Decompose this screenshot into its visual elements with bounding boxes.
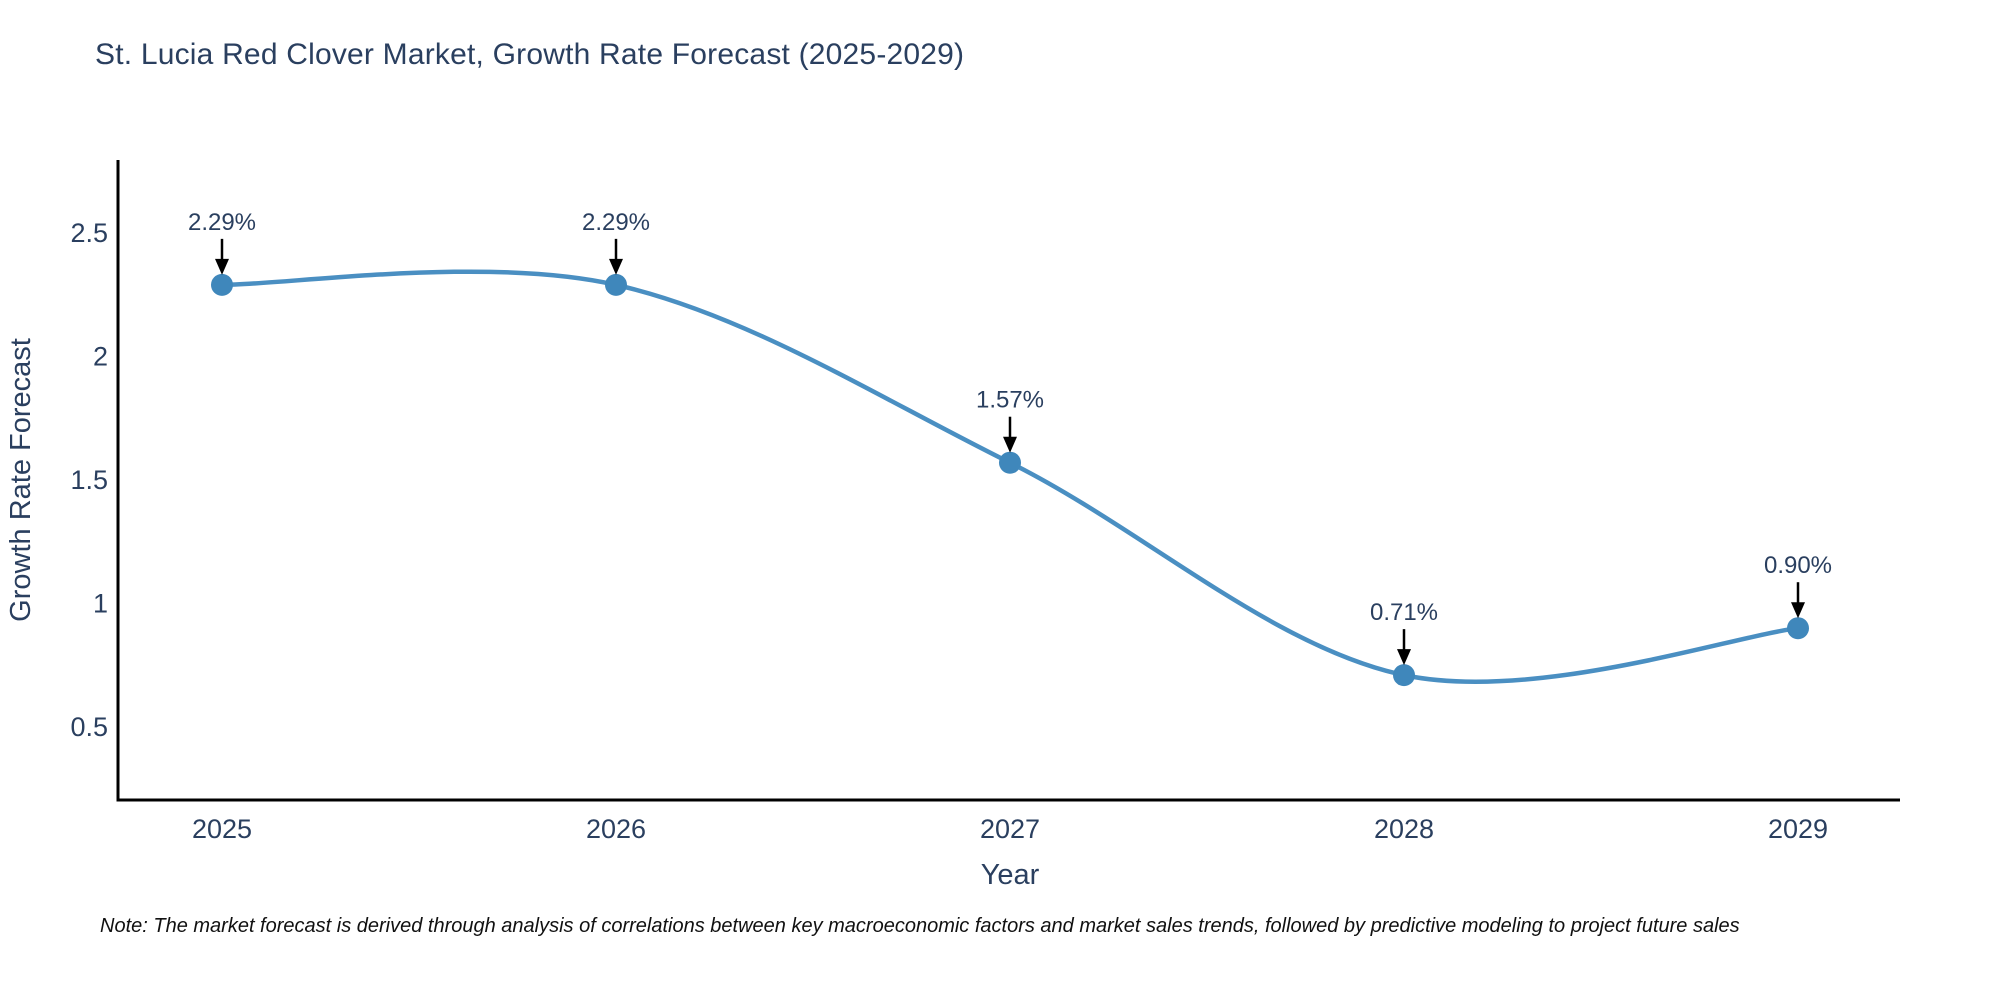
x-axis-title: Year — [981, 859, 1040, 891]
annotation-arrowhead-icon — [215, 258, 229, 275]
x-tick-label: 2028 — [1374, 814, 1434, 844]
y-axis-title: Growth Rate Forecast — [5, 338, 37, 622]
y-tick-label: 2.5 — [70, 218, 108, 248]
data-point-marker — [999, 451, 1021, 474]
data-point-marker — [1393, 664, 1415, 687]
annotation-arrowhead-icon — [1003, 436, 1017, 453]
point-annotation-label: 2.29% — [582, 209, 650, 236]
y-tick-label: 1 — [93, 589, 108, 619]
y-tick-label: 2 — [93, 342, 108, 372]
annotation-arrowhead-icon — [1397, 649, 1411, 666]
x-tick-label: 2025 — [192, 814, 252, 844]
data-point-marker — [605, 273, 627, 296]
footnote: Note: The market forecast is derived thr… — [100, 915, 1740, 937]
annotation-arrowhead-icon — [1791, 602, 1805, 619]
point-annotation-label: 0.90% — [1764, 552, 1832, 579]
forecast-line — [219, 269, 1801, 684]
x-tick-label: 2027 — [980, 814, 1040, 844]
point-annotation-label: 2.29% — [188, 209, 256, 236]
y-tick-label: 1.5 — [70, 465, 108, 495]
point-annotation-label: 1.57% — [976, 387, 1044, 414]
data-point-marker — [211, 273, 233, 296]
annotation-arrowhead-icon — [609, 258, 623, 275]
chart-title: St. Lucia Red Clover Market, Growth Rate… — [95, 38, 965, 71]
data-point-marker — [1787, 617, 1809, 640]
point-annotation-label: 0.71% — [1370, 599, 1438, 626]
x-tick-label: 2026 — [586, 814, 646, 844]
x-tick-label: 2029 — [1768, 814, 1828, 844]
y-tick-label: 0.5 — [70, 712, 108, 742]
